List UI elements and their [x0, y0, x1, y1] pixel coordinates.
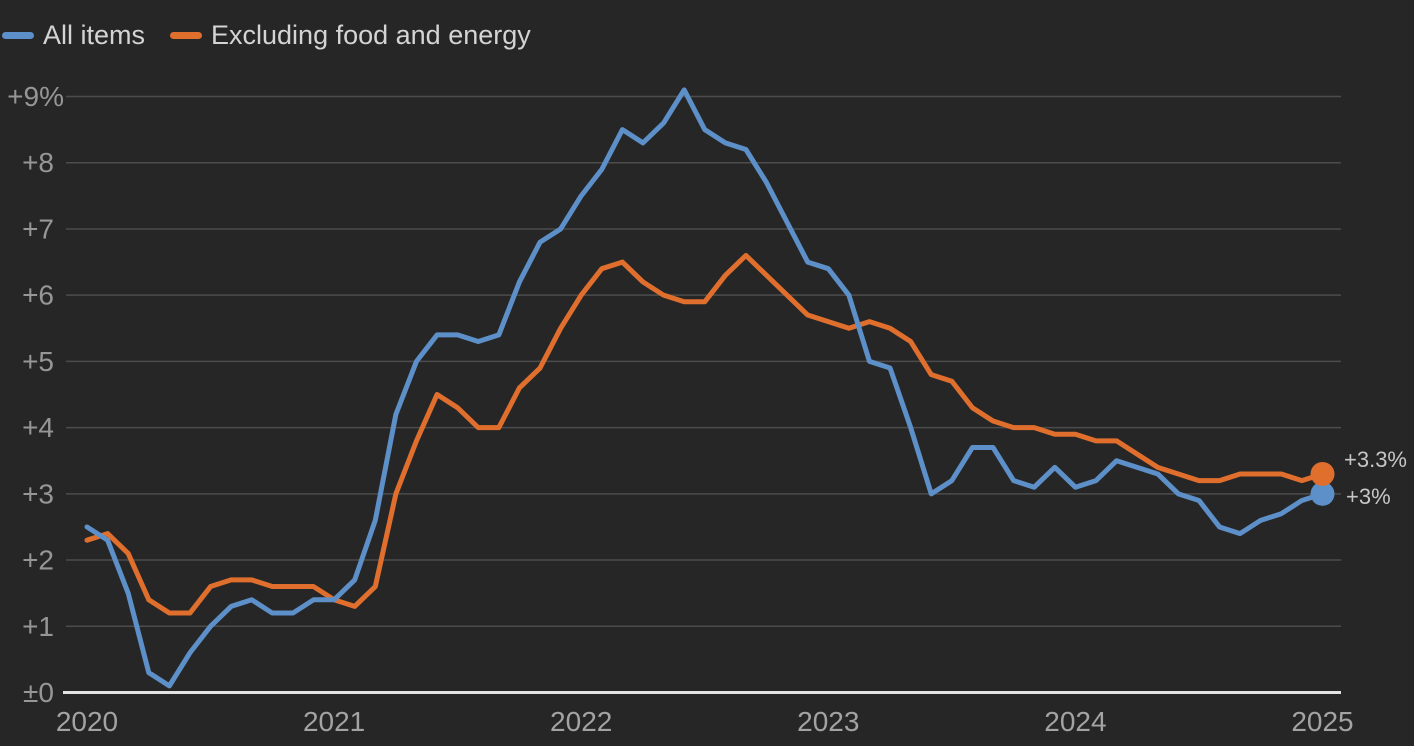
y-tick-label: +2 [22, 545, 54, 576]
end-label-core: +3.3% [1344, 447, 1407, 472]
legend-item-all-items: All items [2, 18, 145, 52]
y-tick-label: +3 [22, 478, 54, 509]
legend-label-core: Excluding food and energy [211, 20, 531, 50]
y-tick-label: +8 [22, 147, 54, 178]
y-tick-label: +9% [7, 81, 64, 112]
legend-item-core: Excluding food and energy [170, 18, 531, 52]
y-tick-label: ±0 [23, 677, 54, 708]
legend: All items Excluding food and energy [2, 18, 531, 52]
y-tick-label: +4 [22, 412, 54, 443]
series-line-all-items [84, 87, 1325, 689]
series-end-dot-all-items [1310, 481, 1335, 506]
legend-label-all-items: All items [43, 20, 146, 50]
all-items-swatch-icon [2, 31, 34, 39]
y-tick-label: +1 [22, 611, 54, 642]
series-line-core [84, 252, 1325, 616]
series-end-dot-core [1310, 461, 1335, 486]
end-label-all-items: +3% [1346, 484, 1391, 509]
core-swatch-icon [170, 31, 203, 39]
x-tick-label: 2025 [1291, 706, 1353, 737]
x-tick-label: 2022 [550, 706, 612, 737]
x-tick-label: 2021 [303, 706, 365, 737]
y-tick-label: +7 [22, 213, 54, 244]
y-tick-label: +5 [22, 346, 54, 377]
x-tick-label: 2020 [56, 706, 118, 737]
x-tick-label: 2024 [1044, 706, 1106, 737]
y-tick-label: +6 [22, 280, 54, 311]
x-tick-label: 2023 [797, 706, 859, 737]
